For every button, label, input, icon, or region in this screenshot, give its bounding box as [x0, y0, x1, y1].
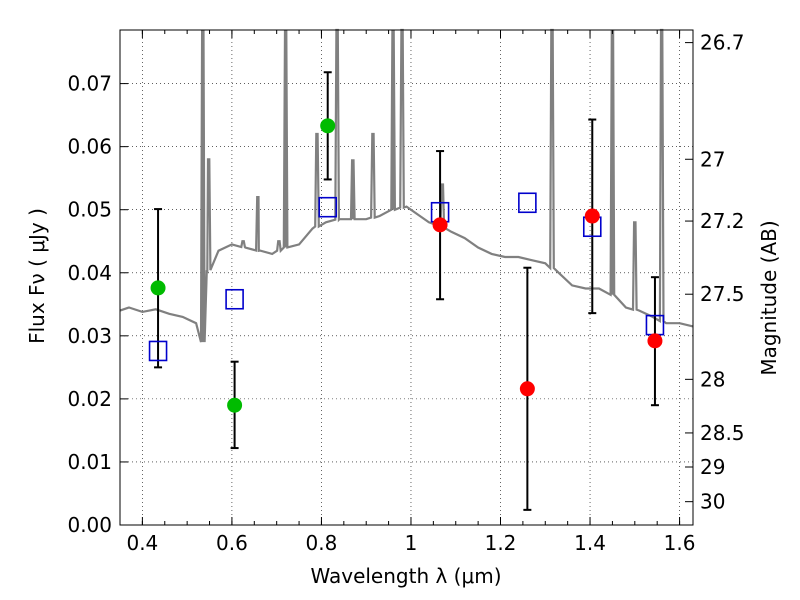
magnitude-tick-label: 29 [700, 455, 725, 479]
y-tick-label: 0.01 [67, 450, 112, 474]
magnitude-tick-label: 27.5 [700, 282, 745, 306]
x-tick-label: 0.4 [126, 531, 158, 555]
magnitude-tick-label: 28 [700, 367, 725, 391]
nir-point [519, 381, 535, 397]
magnitude-tick-label: 27.2 [700, 209, 745, 233]
plot-frame [119, 29, 694, 526]
model-box-marker [225, 288, 244, 310]
magnitude-axis: 26.7 27 27.2 27.5 28 28.5 29 30 [685, 31, 745, 514]
y-tick-label: 0.06 [67, 135, 112, 159]
y-tick-label: 0.07 [67, 72, 112, 96]
y-tick-label: 0.05 [67, 198, 112, 222]
x-tick-label: 0.6 [216, 531, 248, 555]
sed-model-spectrum [119, 28, 694, 343]
x-axis-label: Wavelength λ (μm) [310, 564, 501, 588]
nir-point [647, 333, 663, 349]
magnitude-tick-label: 26.7 [700, 31, 745, 55]
y-tick-label: 0.04 [67, 261, 112, 285]
y-axis-label: Flux Fν ( μJy ) [25, 208, 49, 344]
magnitude-axis-label: Magnitude (AB) [757, 220, 781, 375]
nir-point [584, 208, 600, 224]
nir-point [432, 217, 448, 233]
optical-point [320, 118, 336, 134]
magnitude-tick-label: 30 [700, 490, 725, 514]
magnitude-tick-label: 28.5 [700, 421, 745, 445]
model-box-marker [148, 340, 168, 362]
optical-point [150, 280, 166, 296]
x-tick-label: 1.4 [574, 531, 606, 555]
error-bars [154, 71, 659, 511]
sed-curve [119, 28, 694, 343]
x-tick-label: 1.2 [485, 531, 517, 555]
x-axis: 0.4 0.6 0.8 1 1.2 1.4 1.6 [119, 30, 696, 555]
x-tick-label: 1 [405, 531, 418, 555]
model-box-marker [518, 192, 537, 214]
y-tick-label: 0.00 [67, 513, 112, 537]
model-box-marker [318, 196, 338, 218]
x-tick-label: 1.6 [664, 531, 696, 555]
y-tick-label: 0.03 [67, 324, 112, 348]
x-tick-label: 0.8 [306, 531, 338, 555]
y-axis: 0.00 0.01 0.02 0.03 0.04 0.05 0.06 0.07 [67, 72, 128, 537]
magnitude-tick-label: 27 [700, 147, 725, 171]
photometry-points [150, 118, 663, 413]
y-tick-label: 0.02 [67, 387, 112, 411]
optical-point [227, 397, 243, 413]
grid [120, 30, 693, 526]
